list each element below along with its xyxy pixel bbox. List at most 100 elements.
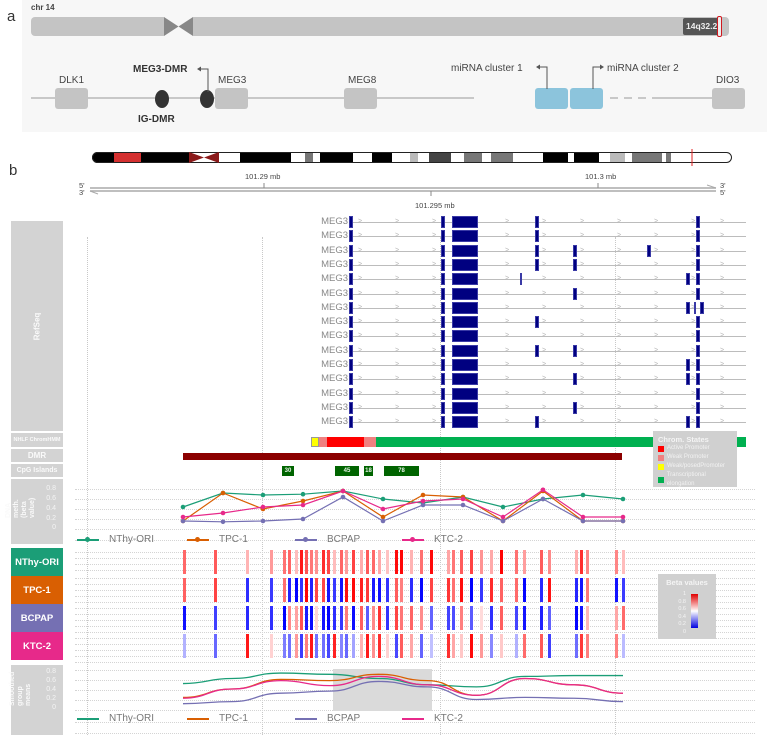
- strand-arrow-icon: >: [432, 289, 437, 297]
- mirna-cluster-1-box: [535, 88, 568, 109]
- meth-series-line: [182, 490, 623, 522]
- transcript-label: MEG3: [321, 244, 348, 256]
- exon: [349, 401, 353, 414]
- panel-b-label: b: [9, 162, 18, 179]
- legend-nthy-ori: NThy-ORI: [77, 534, 154, 545]
- legend-line-icon: [187, 536, 209, 542]
- refseq-transcript-row: MEG3 > > > > > > > > > >: [300, 358, 750, 372]
- heatmap-cell: [480, 550, 483, 574]
- grid-line: [75, 722, 755, 723]
- meth-data-point: [260, 518, 266, 524]
- strand-arrow-icon: >: [720, 389, 725, 397]
- strand-arrow-icon: >: [395, 346, 400, 354]
- heatmap-cell: [246, 606, 249, 630]
- strand-arrow-icon: >: [358, 232, 363, 240]
- refseq-transcript-row: MEG3 > > > > > > > > > >: [300, 287, 750, 301]
- strand-arrow-icon: >: [720, 246, 725, 254]
- ytick: 0.2: [46, 695, 56, 702]
- strand-arrow-icon: >: [395, 246, 400, 254]
- heatmap-cell: [447, 550, 450, 574]
- strand-arrow-icon: >: [580, 318, 585, 326]
- heatmap-cell: [305, 634, 308, 658]
- strand-arrow-icon: >: [542, 289, 547, 297]
- grid-line: [75, 552, 755, 553]
- heatmap-cell: [214, 606, 217, 630]
- heatmap-cell: [575, 606, 578, 630]
- heatmap-cell: [400, 634, 403, 658]
- meth-data-point: [220, 519, 226, 525]
- grid-line: [75, 644, 755, 645]
- grid-line: [75, 632, 755, 633]
- heatmap-cell: [386, 606, 389, 630]
- strand-arrow-icon: >: [542, 418, 547, 426]
- heatmap-cell: [372, 606, 375, 630]
- heatmap-cell: [447, 634, 450, 658]
- chromhmm-transcriptional-elongation: [376, 437, 746, 447]
- strand-arrow-icon: >: [580, 361, 585, 368]
- strand-arrow-icon: >: [395, 318, 400, 326]
- refseq-transcript-row: MEG3 > > > > > > > > > >: [300, 272, 750, 286]
- heatmap-cell: [345, 550, 348, 574]
- gene-box-meg3: [215, 88, 248, 109]
- refseq-transcript-row: MEG3 > > > > > > > > > >: [300, 387, 750, 401]
- swatch-icon: [658, 445, 664, 452]
- meg3-dmr-marker: [200, 90, 214, 108]
- strand-arrow-icon: >: [395, 389, 400, 397]
- heatmap-cell: [315, 550, 318, 574]
- strand-arrow-icon: >: [654, 232, 659, 240]
- exon: [349, 216, 353, 228]
- strand-arrow-icon: >: [617, 275, 622, 283]
- exon: [535, 216, 539, 228]
- mirna-cluster-1-arrow-icon: [536, 64, 548, 89]
- exon: [441, 387, 445, 400]
- strand-arrow-icon: >: [720, 260, 725, 268]
- strand-arrow-icon: >: [691, 246, 696, 254]
- meth-series-line: [182, 489, 623, 518]
- strand-arrow-icon: >: [505, 275, 510, 283]
- heatmap-cell: [246, 550, 249, 574]
- strand-arrow-icon: >: [542, 403, 547, 411]
- track-label-dmr: DMR: [11, 449, 63, 462]
- heatmap-cell: [352, 634, 355, 658]
- exon: [452, 230, 478, 243]
- heatmap-cell: [395, 578, 398, 602]
- heatmap-cell: [360, 634, 363, 658]
- exon: [573, 244, 577, 257]
- strand-arrow-icon: >: [617, 303, 622, 311]
- exon: [535, 230, 539, 243]
- heatmap-cell: [470, 606, 473, 630]
- heatmap-cell: [378, 634, 381, 658]
- strand-arrow-icon: >: [691, 304, 695, 312]
- heatmap-cell: [490, 550, 493, 574]
- exon: [349, 301, 353, 314]
- legend-line-icon: [187, 717, 209, 720]
- heatmap-cell: [490, 606, 493, 630]
- heatmap-cell: [322, 550, 325, 574]
- meth-data-point: [220, 510, 226, 516]
- heatmap-cell: [360, 606, 363, 630]
- strand-arrow-icon: >: [505, 418, 510, 426]
- heatmap-cell: [360, 550, 363, 574]
- intron-line: [353, 293, 746, 295]
- chromhmm-active-promoter: [327, 437, 364, 447]
- beta-legend-ticks: 1 0.8 0.6 0.4 0.2 0: [678, 591, 686, 635]
- heatmap-cell: [300, 634, 303, 658]
- strand-arrow-icon: >: [720, 418, 725, 426]
- legend-item: Weak Promoter: [658, 453, 732, 462]
- heatmap-cell: [420, 606, 423, 630]
- heatmap-cell: [515, 550, 518, 574]
- meth-data-point: [580, 518, 586, 524]
- exon: [696, 230, 700, 243]
- strand-arrow-icon: >: [432, 375, 437, 383]
- strand-arrow-icon: >: [505, 232, 510, 240]
- exon: [441, 273, 445, 286]
- exon: [696, 316, 700, 329]
- refseq-transcript-row: MEG3 > > > > > > > > > >: [300, 401, 750, 415]
- strand-arrow-icon: >: [691, 375, 696, 383]
- exon: [452, 216, 478, 228]
- heatmap-cell: [270, 634, 273, 658]
- gene-box-meg8: [344, 88, 377, 109]
- exon: [441, 230, 445, 243]
- strand-arrow-icon: >: [542, 332, 547, 340]
